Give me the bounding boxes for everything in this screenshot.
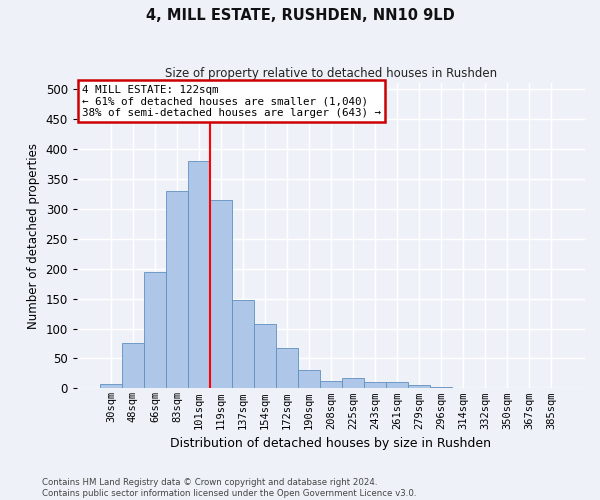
Bar <box>100 384 122 388</box>
Bar <box>320 381 342 388</box>
Bar <box>430 387 452 388</box>
Bar <box>232 300 254 388</box>
Text: 4, MILL ESTATE, RUSHDEN, NN10 9LD: 4, MILL ESTATE, RUSHDEN, NN10 9LD <box>146 8 454 22</box>
Bar <box>408 385 430 388</box>
Bar <box>188 161 210 388</box>
Bar <box>276 348 298 389</box>
Bar <box>144 272 166 388</box>
X-axis label: Distribution of detached houses by size in Rushden: Distribution of detached houses by size … <box>170 437 491 450</box>
Bar <box>210 200 232 388</box>
Bar <box>342 378 364 388</box>
Bar <box>364 382 386 388</box>
Y-axis label: Number of detached properties: Number of detached properties <box>27 142 40 328</box>
Bar <box>298 370 320 388</box>
Bar <box>122 344 144 388</box>
Bar <box>386 382 408 388</box>
Text: 4 MILL ESTATE: 122sqm
← 61% of detached houses are smaller (1,040)
38% of semi-d: 4 MILL ESTATE: 122sqm ← 61% of detached … <box>82 84 381 118</box>
Text: Contains HM Land Registry data © Crown copyright and database right 2024.
Contai: Contains HM Land Registry data © Crown c… <box>42 478 416 498</box>
Bar <box>254 324 276 388</box>
Bar <box>166 191 188 388</box>
Title: Size of property relative to detached houses in Rushden: Size of property relative to detached ho… <box>165 68 497 80</box>
